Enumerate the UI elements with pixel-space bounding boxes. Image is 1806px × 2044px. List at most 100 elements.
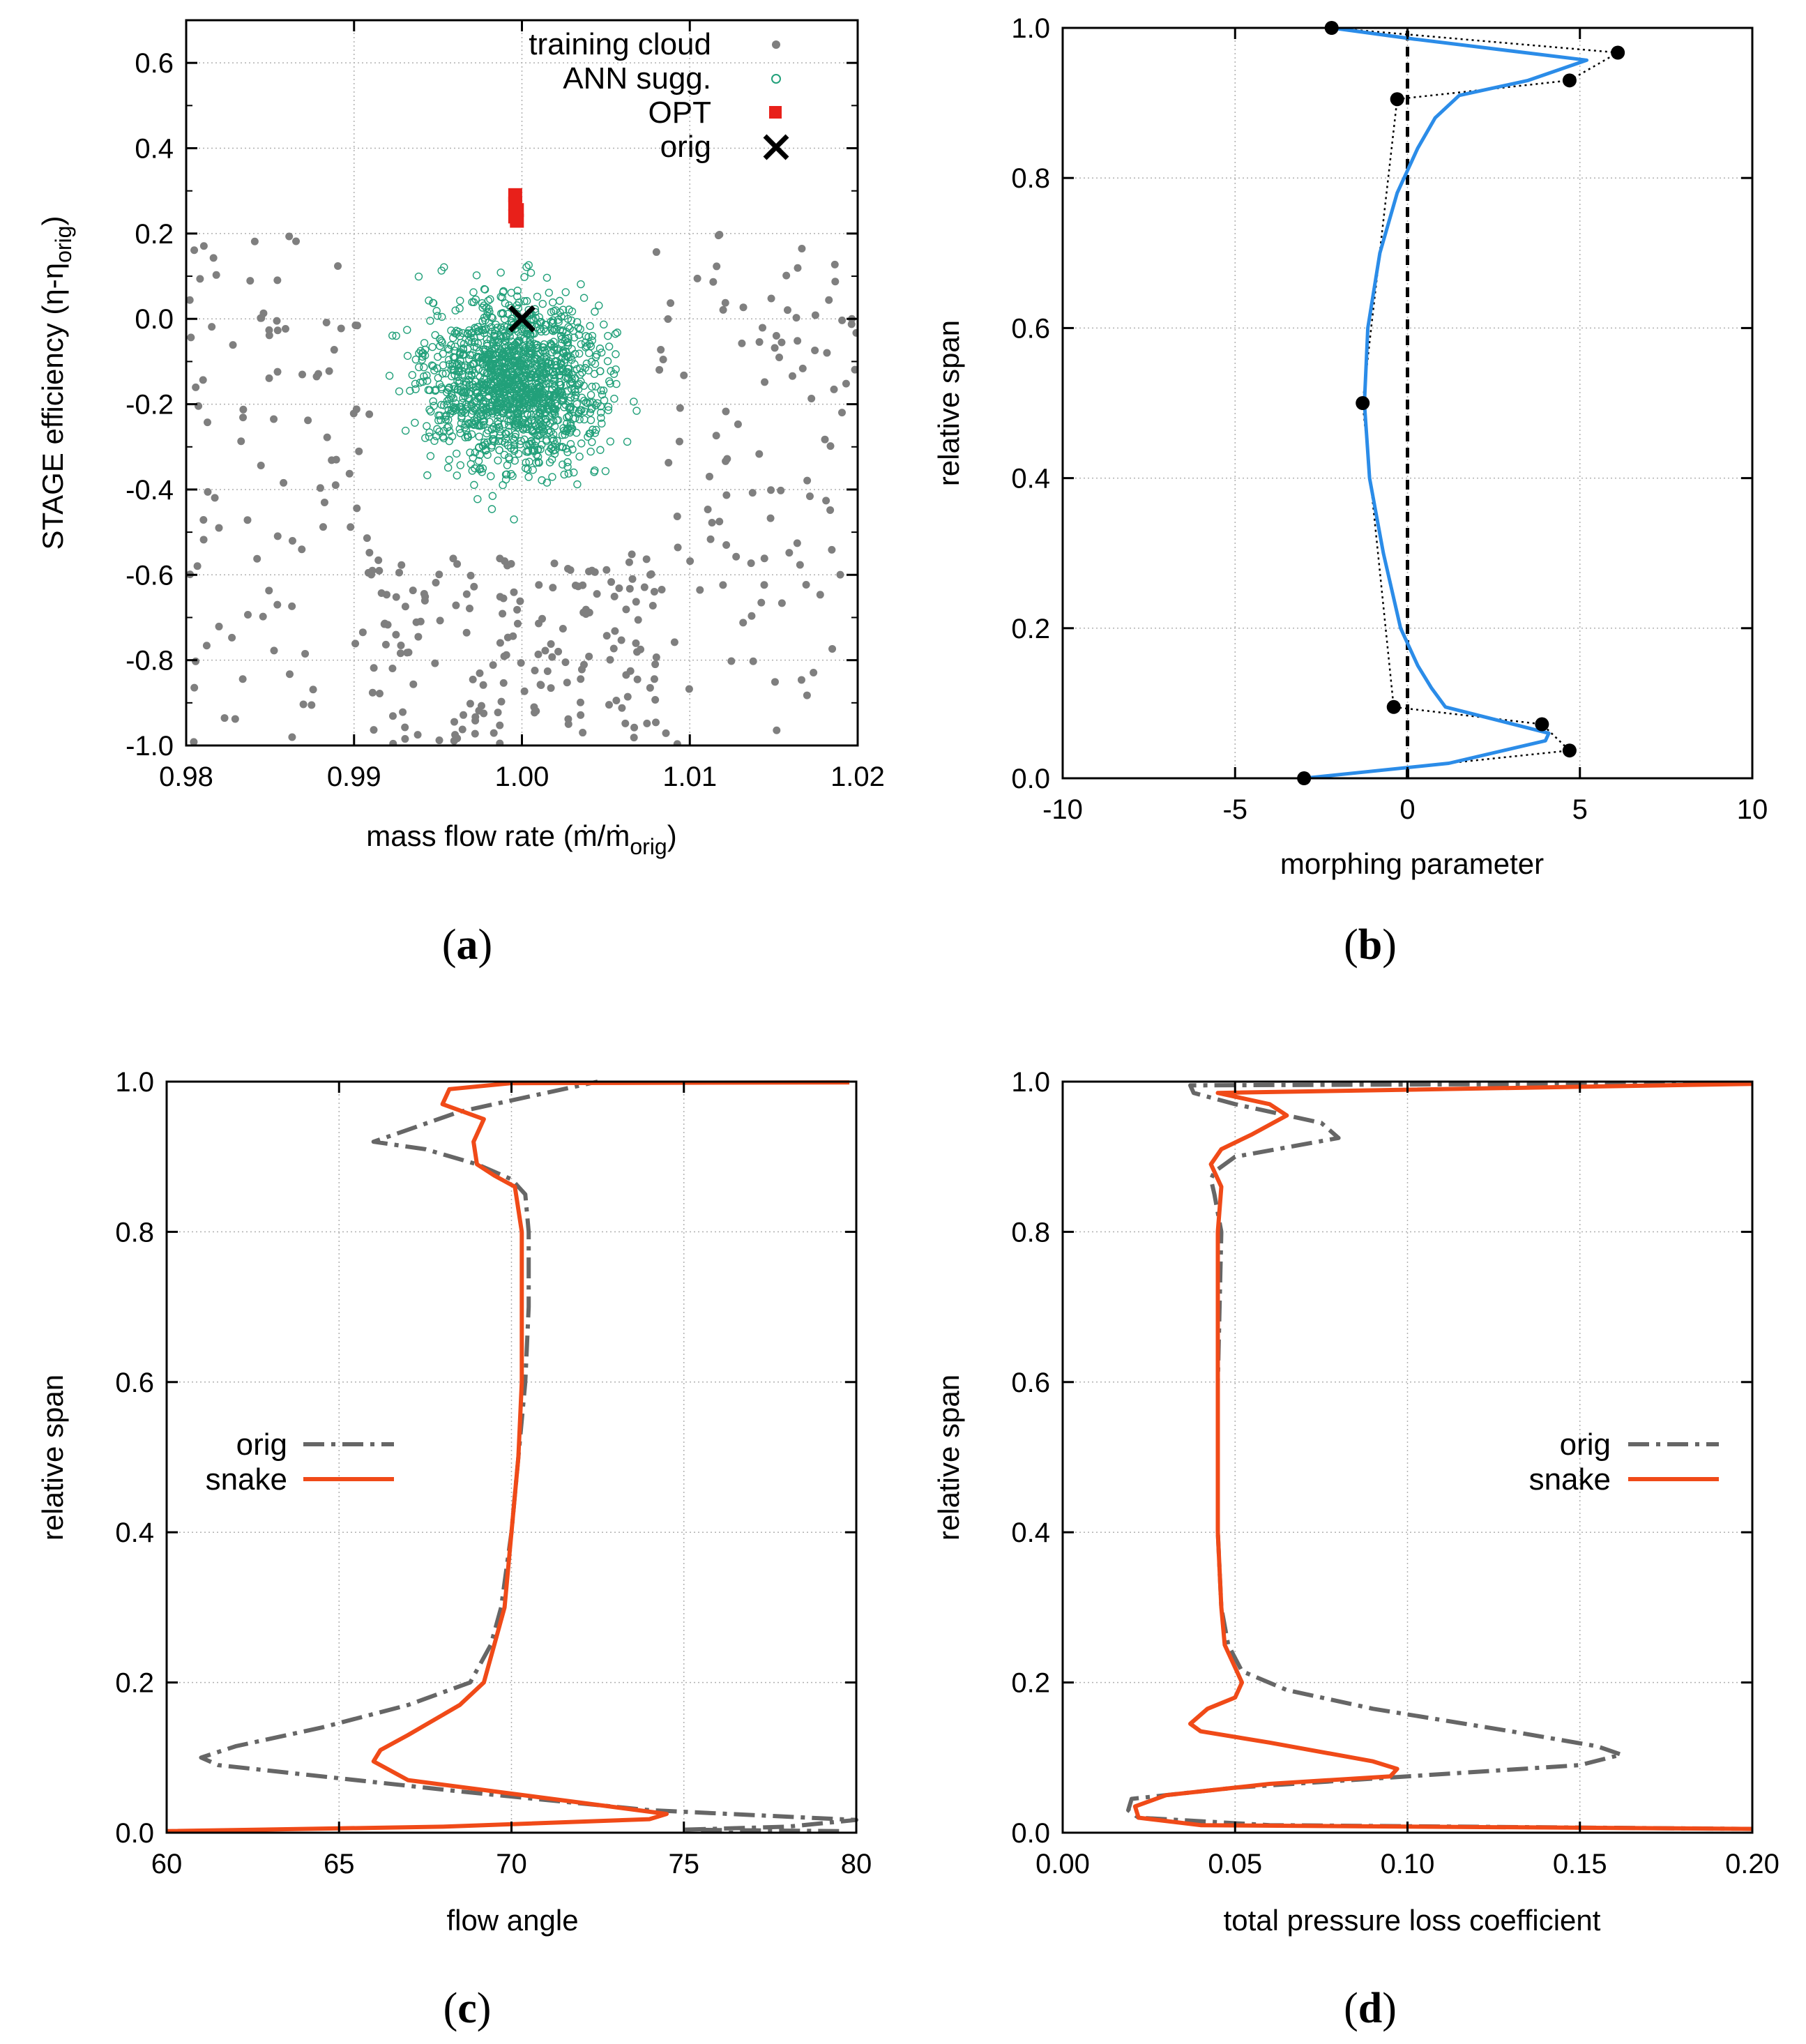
training-cloud-point (190, 683, 199, 692)
ann-suggestion-point (499, 368, 508, 377)
training-cloud-point (803, 691, 811, 699)
d-ytick-label: 0.2 (1011, 1668, 1050, 1699)
training-cloud-point (209, 254, 218, 262)
a-xtick-label: 1.01 (662, 762, 717, 792)
ann-suggestion-point (520, 297, 529, 305)
ann-suggestion-point (411, 355, 420, 364)
training-cloud-point (202, 642, 211, 650)
a-legend-marker-orig (763, 134, 789, 160)
training-cloud-point (190, 738, 198, 745)
ann-suggestion-point (471, 448, 480, 457)
ann-suggestion-point (513, 368, 522, 377)
d-ytick-label: 1.0 (1011, 1067, 1050, 1098)
c-tick-marks (165, 1080, 858, 1834)
ann-suggestion-point (538, 362, 547, 370)
training-cloud-point (680, 371, 688, 379)
training-cloud-point (409, 680, 418, 688)
training-cloud-point (535, 581, 543, 589)
ann-suggestion-point (552, 361, 561, 370)
d-tick-labels: 0.00 0.05 0.10 0.15 0.20 0.0 0.2 0.4 0.6 0.8 1.0 (1011, 1067, 1780, 1879)
ann-suggestion-point (604, 402, 613, 411)
training-cloud-point (792, 314, 800, 322)
training-cloud-point (285, 232, 294, 241)
training-cloud-point (651, 660, 660, 669)
ann-suggestion-point (507, 317, 515, 326)
training-cloud-point (432, 578, 440, 586)
ann-suggestion-point (504, 380, 513, 388)
training-cloud-point (559, 625, 567, 633)
ann-suggestion-point (504, 453, 513, 462)
training-cloud-point (602, 632, 611, 640)
training-cloud-point (384, 621, 392, 629)
ann-suggestion-point (566, 439, 575, 448)
training-cloud-point (828, 644, 837, 653)
ann-suggestion-point (563, 338, 571, 347)
ann-suggestion-point (437, 337, 446, 345)
ann-suggestion-point (586, 391, 595, 400)
training-cloud-point (401, 735, 409, 743)
training-cloud-point (239, 405, 248, 414)
training-cloud-point (347, 523, 355, 531)
training-cloud-point (316, 484, 324, 492)
ann-suggestion-point (505, 421, 513, 430)
c-ytick-label: 0.2 (115, 1668, 154, 1699)
training-cloud-point (320, 498, 328, 506)
ann-suggestion-point (489, 372, 497, 381)
training-cloud-point (270, 646, 278, 655)
training-cloud-point (821, 435, 829, 444)
ann-suggestion-point (520, 273, 529, 281)
ann-suggestion-point (585, 349, 593, 358)
c-ytick-label: 0.6 (115, 1368, 154, 1398)
ann-suggestion-point (578, 368, 586, 377)
ann-suggestion-point (464, 330, 472, 338)
training-cloud-point (192, 657, 200, 665)
ann-suggestion-point (472, 398, 481, 406)
training-cloud-point (798, 245, 806, 253)
training-cloud-point (579, 729, 587, 737)
ann-suggestion-point (449, 394, 458, 402)
training-cloud-point (312, 372, 321, 381)
ann-suggestion-point (478, 299, 487, 308)
ann-suggestion-point (598, 391, 607, 399)
ann-suggestion-point (443, 463, 453, 472)
ann-suggestion-point (480, 369, 488, 377)
ann-suggestion-point (469, 298, 478, 307)
ann-suggestion-point (468, 338, 476, 347)
ann-suggestion-point (533, 394, 541, 402)
ann-suggestion-point (501, 299, 510, 308)
training-cloud-point (830, 385, 838, 393)
ann-suggestion-point (580, 415, 589, 424)
ann-suggestion-point (596, 402, 605, 411)
ann-suggestion-point (469, 288, 478, 296)
ann-suggestion-point (554, 387, 563, 396)
ann-suggestion-point (517, 331, 525, 340)
d-ytick-label: 0.4 (1011, 1517, 1050, 1548)
d-gridlines (1063, 1082, 1752, 1833)
ann-suggestion-point (533, 292, 542, 301)
training-cloud-point (563, 679, 571, 687)
training-cloud-point (270, 415, 278, 423)
ann-suggestion-point (577, 340, 586, 349)
training-cloud-point (610, 592, 619, 600)
ann-suggestion-point (426, 317, 434, 325)
ann-suggestion-point (564, 323, 572, 331)
d-snake-line (1132, 1082, 1753, 1831)
training-cloud-point (229, 341, 237, 349)
ann-suggestion-point (555, 296, 564, 305)
ann-suggestion-point (474, 365, 483, 374)
ann-suggestion-point (445, 360, 454, 369)
b-control-point (1386, 699, 1401, 714)
ann-suggestion-point (475, 354, 483, 362)
ann-suggestion-point (527, 437, 536, 446)
training-cloud-point (830, 260, 839, 268)
training-cloud-point (851, 365, 858, 374)
ann-suggestion-point (458, 370, 467, 379)
training-cloud-point (633, 675, 642, 683)
ann-suggestion-point (450, 328, 459, 338)
training-cloud-point (421, 593, 430, 601)
ann-suggestion-point (563, 458, 572, 467)
training-cloud-point (331, 481, 340, 490)
ann-suggestion-point (480, 285, 490, 294)
ann-suggestion-point (482, 446, 490, 454)
ann-suggestion-point (562, 427, 570, 436)
